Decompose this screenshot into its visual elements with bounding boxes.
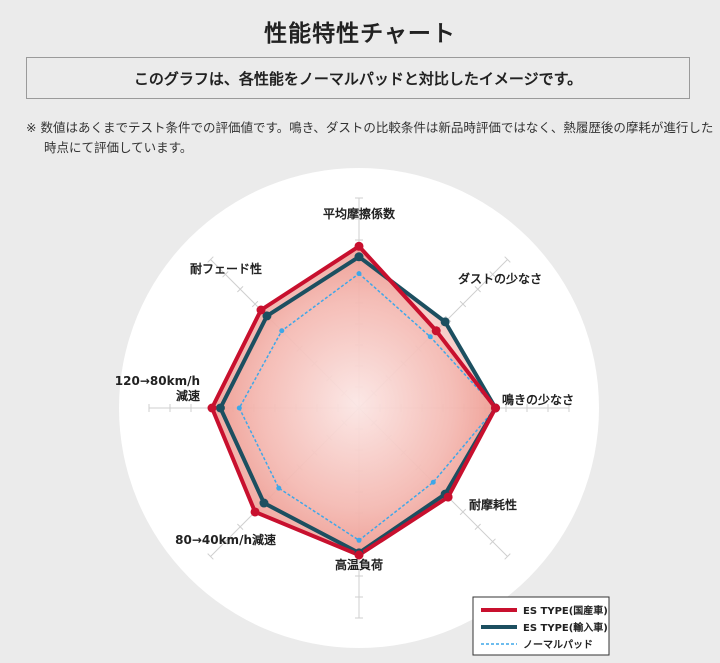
series-point-0-0: [354, 241, 364, 251]
series-point-1-5: [259, 498, 269, 508]
series-point-2-5: [276, 485, 282, 491]
axis-label-0: 平均摩擦係数: [323, 206, 396, 221]
axis-tick: [489, 271, 496, 278]
series-point-0-4: [354, 550, 364, 560]
axis-tick: [474, 523, 481, 530]
axis-tick: [222, 538, 229, 545]
axis-tick: [237, 523, 244, 530]
series-point-0-3: [443, 492, 453, 502]
axis-label-7: 耐フェード性: [190, 261, 262, 276]
axis-label-1: ダストの少なさ: [458, 271, 542, 286]
axis-label-3: 耐摩耗性: [469, 497, 517, 512]
legend: ES TYPE(国産車) ES TYPE(輸入車) ノーマルパッド: [472, 596, 610, 656]
series-point-0-5: [250, 507, 260, 517]
axis-tick: [489, 538, 496, 545]
series-point-0-1: [431, 326, 441, 336]
axis-tick: [459, 508, 467, 516]
series-point-1-6: [215, 403, 225, 413]
axis-label-5: 80→40km/h減速: [175, 532, 276, 547]
legend-label-es-import: ES TYPE(輸入車): [523, 621, 608, 634]
subtitle-box: このグラフは、各性能をノーマルパッドと対比したイメージです。: [26, 57, 690, 99]
series-point-2-6: [236, 405, 242, 411]
legend-label-normal-pad: ノーマルパッド: [523, 639, 593, 651]
page-title: 性能特性チャート: [264, 21, 456, 47]
axis-tick: [237, 286, 244, 293]
series-point-2-3: [430, 479, 436, 485]
series-point-0-2: [491, 403, 500, 413]
axis-tick: [251, 300, 259, 308]
axis-label-6: 120→80km/h: [115, 374, 200, 388]
series-point-2-7: [279, 328, 285, 334]
axis-label-4: 高温負荷: [335, 557, 383, 572]
radar-points: [207, 241, 500, 560]
series-point-1-0: [354, 252, 364, 262]
axis-tick: [459, 300, 467, 308]
series-point-2-1: [427, 334, 433, 340]
axis-tick: [222, 271, 229, 278]
legend-label-es-domestic: ES TYPE(国産車): [523, 604, 608, 617]
series-point-1-1: [440, 317, 450, 327]
axis-tick: [207, 256, 214, 263]
series-point-0-6: [207, 403, 217, 413]
series-point-2-0: [356, 271, 362, 277]
axis-tick: [504, 256, 511, 263]
axis-tick: [504, 553, 511, 560]
radar-fills: [212, 246, 496, 556]
axis-label-2: 鳴きの少なさ: [502, 392, 574, 407]
series-point-0-7: [256, 305, 266, 315]
series-point-2-4: [356, 537, 362, 543]
series-fill-1: [220, 256, 496, 553]
note-text: ※ 数値はあくまでテスト条件での評価値です。鳴き、ダストの比較条件は新品時評価で…: [26, 120, 714, 155]
axis-label-6-line1: 減速: [176, 388, 200, 403]
axis-tick: [207, 553, 214, 560]
axis-tick: [474, 286, 481, 293]
series-point-1-7: [262, 311, 272, 321]
